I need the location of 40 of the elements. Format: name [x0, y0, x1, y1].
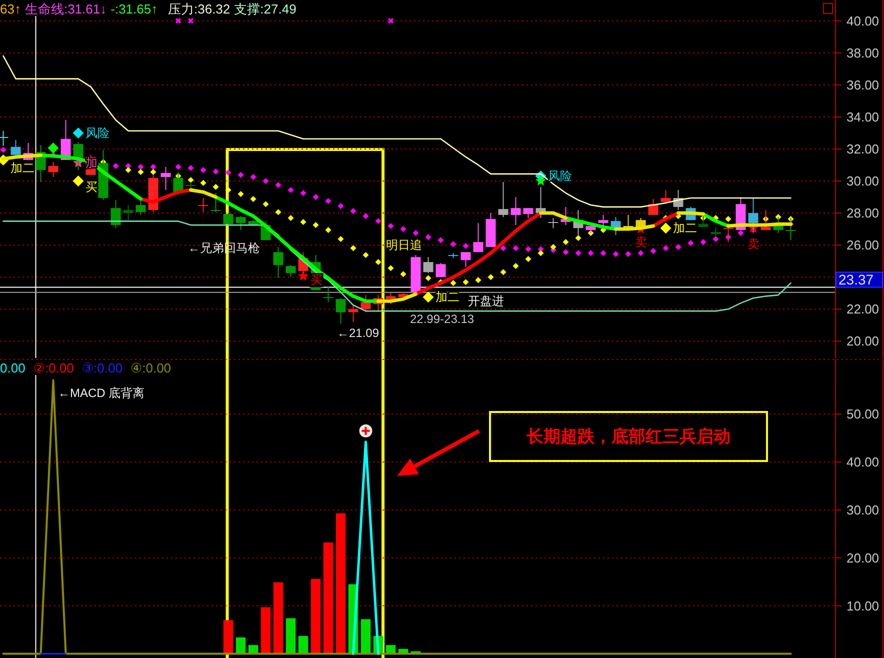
- text: 加二: [10, 161, 34, 176]
- annotation: 明日追: [386, 238, 422, 252]
- y-tick-label: 20.00: [846, 550, 880, 566]
- annotation: 长期超跌，底部红三兵启动: [526, 427, 730, 446]
- annotation: 生命线:31.61↓: [24, 2, 107, 16]
- y-tick-label: 40.00: [846, 13, 880, 28]
- annotation: 22.99-23.13: [410, 312, 474, 326]
- y-tick-label: 36.00: [846, 77, 880, 92]
- y-tick-label: 28.00: [846, 206, 880, 221]
- y-tick-label: 38.00: [846, 45, 880, 60]
- series-label: 买: [310, 273, 322, 288]
- text: ②:0.00: [33, 360, 74, 376]
- y-tick-label: 34.00: [846, 109, 880, 124]
- series-label: 加二: [435, 290, 460, 304]
- text: 卖: [747, 237, 760, 252]
- annotation: -:31.65↑: [110, 2, 158, 16]
- y-tick-label: 22.00: [846, 302, 880, 317]
- y-tick-label: 32.00: [846, 141, 880, 156]
- text: ④:0.00: [130, 360, 172, 376]
- annotation: ←21.09: [337, 326, 380, 340]
- annotation: ←MACD 底背离: [58, 386, 145, 400]
- text: 风险: [548, 169, 572, 184]
- y-tick-label: 30.00: [846, 502, 880, 518]
- y-tick-label: 20.00: [846, 334, 880, 349]
- annotation: 支撑:27.49: [234, 2, 296, 16]
- y-tick-label: 26.00: [846, 238, 880, 253]
- y-tick-label: 40.00: [846, 454, 880, 470]
- annotation: 压力:36.32: [168, 2, 230, 16]
- annotation: 63↑: [0, 2, 21, 16]
- annotation: 开盘进: [468, 294, 504, 308]
- text: 加二: [672, 221, 697, 236]
- y-tick-label: 10.00: [846, 598, 880, 614]
- text: 0.00: [0, 360, 26, 376]
- y-tick-label: 30.00: [846, 174, 880, 188]
- series-label: 卖: [634, 235, 647, 250]
- series-label: 买: [85, 180, 98, 194]
- text: ③:0.00: [82, 360, 122, 376]
- ref-line-label: 23.37: [838, 272, 874, 288]
- series-label: 风险: [85, 126, 110, 140]
- y-tick-label: 50.00: [846, 406, 880, 422]
